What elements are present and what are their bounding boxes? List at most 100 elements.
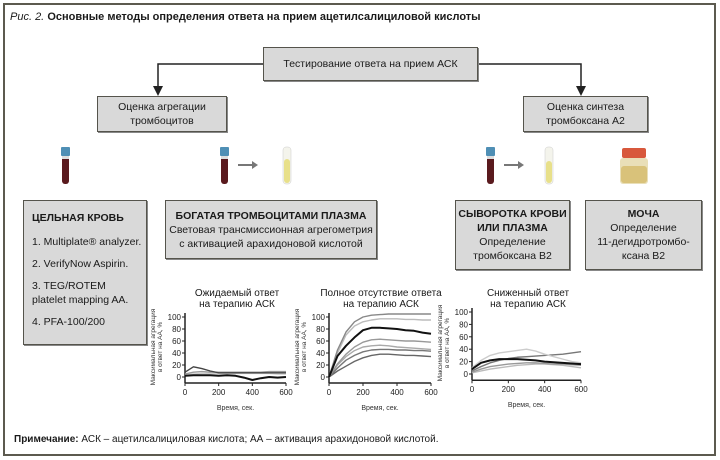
series-line	[328, 326, 432, 378]
x-axis-label: Время, сек.	[217, 405, 254, 412]
urine-heading: МОЧА	[627, 208, 660, 220]
footnote-text: АСК – ацетилсалициловая кислота; АА – ак…	[81, 434, 439, 445]
y-tick-label: 80	[316, 325, 325, 334]
series-line	[328, 313, 431, 378]
urine-jar-icon	[620, 148, 648, 184]
y-tick-label: 20	[316, 361, 325, 370]
y-tick-label: 100	[168, 313, 182, 322]
arrow-right-icon	[504, 161, 524, 169]
blood-tube-icon	[486, 147, 495, 184]
footnote-label: Примечание:	[14, 434, 79, 445]
y-axis-label: Максимальная агрегация	[150, 308, 157, 385]
x-tick-label: 400	[246, 388, 260, 397]
series-line	[328, 338, 432, 378]
figure-title: Рис. 2. Основные методы определения отве…	[10, 11, 481, 23]
y-tick-label: 100	[312, 313, 326, 322]
y-tick-label: 80	[459, 320, 468, 329]
arrow-right-icon	[238, 161, 258, 169]
y-tick-label: 40	[172, 349, 181, 358]
box-prp: БОГАТАЯ ТРОМБОЦИТАМИ ПЛАЗМА Световая тра…	[165, 200, 377, 259]
chart-title-line: Сниженный ответ	[486, 288, 570, 299]
x-tick-label: 0	[327, 388, 332, 397]
method-item: 4. PFA-100/200	[32, 316, 105, 328]
blood-tube-icon	[220, 147, 229, 184]
series-line	[328, 318, 431, 378]
sample-icons	[61, 146, 648, 185]
box-thromboxane-synthesis: Оценка синтеза тромбоксана А2	[523, 96, 648, 132]
chart-title-no-response: Полное отсутствие ответа на терапию АСК	[301, 288, 461, 310]
footnote: Примечание: АСК – ацетилсалициловая кисл…	[14, 434, 438, 445]
box-label: тромбоксана А2	[546, 115, 625, 127]
top-box-label: Тестирование ответа на прием АСК	[283, 58, 458, 70]
x-axis-label: Время, сек.	[361, 405, 398, 412]
top-box-testing: Тестирование ответа на прием АСК	[263, 47, 478, 81]
y-tick-label: 40	[316, 349, 325, 358]
chart-title-line: Полное отсутствие ответа	[320, 288, 442, 299]
arrow-left-branch	[157, 63, 263, 88]
method-item: 1. Multiplate® analyzer.	[32, 236, 142, 248]
y-axis-label: в ответ на АА, %	[157, 322, 164, 373]
chart-title-line: на терапию АСК	[199, 299, 275, 310]
series-line	[328, 344, 432, 378]
prp-text: Световая трансмиссионная агрегометрия	[169, 223, 373, 236]
y-tick-label: 0	[464, 370, 469, 379]
y-axis-label: Максимальная агрегация	[437, 304, 444, 381]
y-tick-label: 20	[172, 361, 181, 370]
chart-title-line: на терапию АСК	[490, 299, 566, 310]
series-line	[184, 366, 286, 374]
plasma-tube-icon	[544, 146, 554, 185]
arrowhead-right	[576, 86, 586, 96]
y-tick-label: 40	[459, 345, 468, 354]
x-tick-label: 0	[183, 388, 188, 397]
urine-text: Определение	[610, 222, 677, 234]
box-label: тромбоцитов	[130, 115, 194, 127]
series-line	[471, 358, 582, 370]
figure-label: Рис. 2.	[10, 11, 45, 23]
figure-title-text: Основные методы определения ответа на пр…	[47, 11, 481, 23]
arrowhead-left	[153, 86, 163, 96]
urine-text: 11-дегидротромбо-	[597, 236, 690, 248]
serum-text: тромбоксана В2	[473, 250, 552, 262]
chart-title-expected: Ожидаемый ответ на терапию АСК	[157, 288, 317, 310]
y-axis-label: в ответ на АА, %	[444, 318, 451, 369]
box-urine: МОЧА Определение 11-дегидротромбо- ксана…	[585, 200, 702, 270]
x-tick-label: 400	[390, 388, 404, 397]
prp-heading: БОГАТАЯ ТРОМБОЦИТАМИ ПЛАЗМА	[175, 209, 367, 222]
y-tick-label: 60	[459, 333, 468, 342]
chart-title-line: на терапию АСК	[343, 299, 419, 310]
chart-title-reduced: Сниженный ответ на терапию АСК	[448, 288, 608, 310]
series-line	[328, 353, 432, 378]
y-tick-label: 0	[321, 373, 326, 382]
y-tick-label: 100	[455, 308, 469, 317]
plasma-tube-icon	[282, 146, 292, 185]
x-tick-label: 600	[574, 385, 588, 394]
y-axis-label: в ответ на АА, %	[301, 322, 308, 373]
arrow-right-branch	[478, 63, 582, 88]
x-tick-label: 0	[470, 385, 475, 394]
series-line	[471, 362, 582, 373]
series-line	[471, 348, 582, 369]
method-item: 2. VerifyNow Aspirin.	[32, 258, 129, 270]
x-axis-label: Время, сек.	[508, 402, 545, 409]
y-tick-label: 60	[172, 337, 181, 346]
series-line	[184, 374, 287, 381]
y-tick-label: 80	[172, 325, 181, 334]
serum-text: Определение	[479, 236, 546, 248]
serum-heading: СЫВОРОТКА КРОВИ	[458, 208, 567, 220]
y-tick-label: 0	[177, 373, 182, 382]
series-line	[328, 348, 432, 378]
box-platelet-aggregation: Оценка агрегации тромбоцитов	[97, 96, 227, 132]
y-tick-label: 20	[459, 358, 468, 367]
connector-arrows	[153, 63, 586, 96]
x-tick-label: 600	[279, 388, 293, 397]
whole-blood-heading: ЦЕЛЬНАЯ КРОВЬ	[32, 212, 124, 224]
blood-tube-icon	[61, 147, 70, 184]
figure-frame	[3, 3, 716, 456]
x-tick-label: 600	[424, 388, 438, 397]
urine-text: ксана В2	[621, 250, 666, 262]
y-axis-label: Максимальная агрегация	[294, 308, 301, 385]
x-tick-label: 400	[538, 385, 552, 394]
box-label: Оценка синтеза	[546, 101, 625, 113]
series-line	[471, 350, 582, 372]
